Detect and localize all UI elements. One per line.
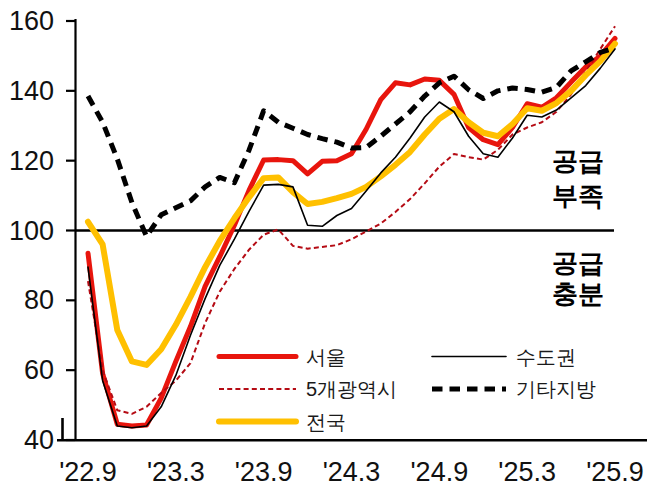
legend-label-3: 수도권 [516,346,576,368]
legend-label-0: 서울 [306,346,346,368]
y-tick-label: 120 [9,146,54,176]
annotation-supply-enough-line0: 공급 [552,248,604,278]
annotation-supply-short-line0: 공급 [552,146,604,176]
x-tick-label: '24.3 [323,457,381,487]
series-line-2 [88,44,615,365]
x-tick-label: '22.9 [59,457,117,487]
y-tick-label: 80 [24,285,54,315]
y-tick-label: 140 [9,76,54,106]
x-tick-label: '24.9 [410,457,468,487]
y-tick-label: 100 [9,216,54,246]
x-tick-label: '25.9 [586,457,644,487]
series-line-0 [88,38,615,426]
y-tick-label: 60 [24,355,54,385]
housing-supply-index-chart: 40 60 80 100 120 140 160 '22.9 '23.3 '23.9 '24.3 '2… [0,0,649,500]
annotation-supply-short-line1: 부족 [552,181,604,211]
x-tick-label: '25.3 [498,457,556,487]
legend-label-4: 기타지방 [516,378,596,400]
x-tick-label: '23.3 [147,457,205,487]
legend-label-1: 5개광역시 [306,378,397,400]
y-tick-label: 160 [9,6,54,36]
legend-label-2: 전국 [306,411,346,433]
y-tick-label: 40 [24,425,54,455]
chart-canvas: 40 60 80 100 120 140 160 '22.9 '23.3 '23.9 '24.3 '2… [0,0,649,500]
annotation-supply-enough-line1: 충분 [552,279,604,309]
x-tick-label: '23.9 [235,457,293,487]
